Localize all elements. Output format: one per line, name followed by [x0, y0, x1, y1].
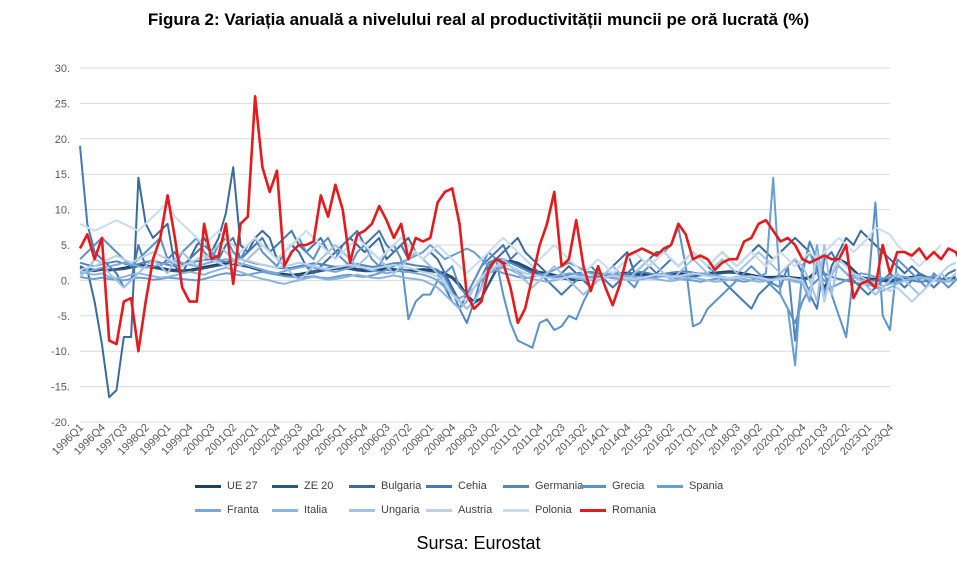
- legend-swatch: [349, 508, 375, 512]
- source-note: Sursa: Eurostat: [416, 533, 541, 553]
- series-line-cehia: [79, 145, 957, 310]
- legend-swatch: [272, 484, 298, 488]
- legend-swatch: [272, 508, 298, 512]
- y-tick-label: -5.: [57, 311, 70, 323]
- legend-label: Franta: [227, 504, 259, 516]
- legend-item: ZE 20: [272, 480, 333, 492]
- y-tick-label: 0.: [61, 275, 70, 287]
- legend-label: Germania: [535, 480, 584, 492]
- y-tick-label: 25.: [55, 98, 70, 110]
- series-line-ungaria: [79, 244, 957, 310]
- series-line-ue-27: [79, 258, 956, 303]
- y-tick-label: 20.: [55, 134, 70, 146]
- y-tick-label: -15.: [51, 382, 70, 394]
- legend-swatch: [426, 508, 452, 512]
- legend-label: UE 27: [227, 480, 258, 492]
- legend-label: Polonia: [535, 504, 572, 516]
- legend-item: Polonia: [503, 504, 572, 516]
- legend-swatch: [580, 484, 606, 488]
- legend-item: Grecia: [580, 480, 644, 492]
- chart-title: Figura 2: Variația anuală a nivelului re…: [147, 10, 810, 29]
- y-tick-label: -10.: [51, 346, 70, 358]
- series-line-austria: [79, 251, 957, 303]
- legend-item: Franta: [195, 504, 259, 516]
- legend-swatch: [195, 508, 221, 512]
- y-tick-label: 5.: [61, 240, 70, 252]
- legend-item: Spania: [657, 480, 723, 492]
- legend-label: Austria: [458, 504, 493, 516]
- legend-item: Austria: [426, 504, 492, 516]
- y-tick-label: -20.: [51, 417, 70, 429]
- y-tick-label: 10.: [55, 205, 70, 217]
- legend-item: Ungaria: [349, 504, 420, 516]
- legend-swatch: [195, 484, 221, 488]
- legend-item: Romania: [580, 504, 656, 516]
- legend-label: Ungaria: [381, 504, 420, 516]
- legend-item: Germania: [503, 480, 583, 492]
- legend-item: Italia: [272, 504, 327, 516]
- legend-item: Bulgaria: [349, 480, 421, 492]
- legend-label: Grecia: [612, 480, 645, 492]
- legend-item: Cehia: [426, 480, 487, 492]
- legend-swatch: [580, 508, 606, 512]
- legend-label: ZE 20: [304, 480, 334, 492]
- legend-swatch: [657, 484, 683, 488]
- legend-swatch: [503, 484, 529, 488]
- legend-label: Spania: [689, 480, 724, 492]
- legend-label: Bulgaria: [381, 480, 422, 492]
- series-line-bulgaria: [79, 166, 956, 399]
- legend-swatch: [349, 484, 375, 488]
- legend-label: Italia: [304, 504, 328, 516]
- y-tick-label: 15.: [55, 169, 70, 181]
- series-line-romania: [78, 95, 957, 353]
- legend-label: Cehia: [458, 480, 487, 492]
- legend-swatch: [426, 484, 452, 488]
- y-tick-label: 30.: [55, 63, 70, 75]
- legend-swatch: [503, 508, 529, 512]
- series-line-spania: [79, 176, 942, 367]
- legend-label: Romania: [612, 504, 657, 516]
- legend-item: UE 27: [195, 480, 258, 492]
- series-line-franta: [79, 244, 956, 303]
